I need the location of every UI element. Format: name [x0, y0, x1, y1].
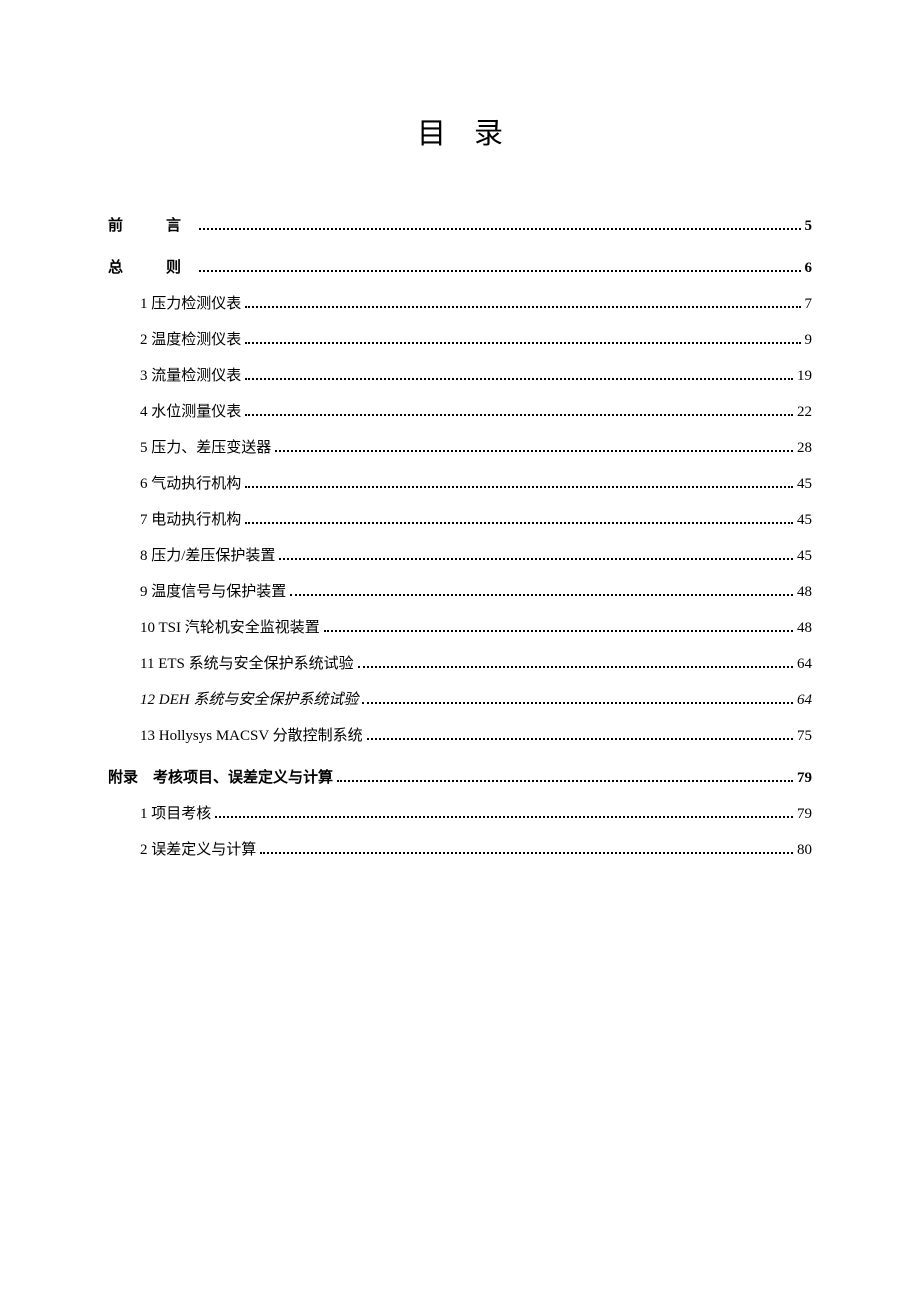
toc-entry-label: 3 流量检测仪表	[140, 364, 241, 388]
toc-entry-label: 12 DEH 系统与安全保护系统试验	[140, 688, 358, 712]
toc-entry: 前 言 5	[108, 214, 812, 238]
toc-entry-label: 1 压力检测仪表	[140, 292, 241, 316]
toc-entry: 1 项目考核 79	[108, 802, 812, 826]
toc-leader-dots	[245, 414, 793, 416]
toc-entry-page: 19	[797, 364, 812, 388]
toc-entry-label: 7 电动执行机构	[140, 508, 241, 532]
toc-entry-page: 45	[797, 508, 812, 532]
toc-entry-label: 9 温度信号与保护装置	[140, 580, 286, 604]
toc-entry-label: 10 TSI 汽轮机安全监视装置	[140, 616, 320, 640]
toc-entry: 10 TSI 汽轮机安全监视装置 48	[108, 616, 812, 640]
toc-entry: 8 压力/差压保护装置 45	[108, 544, 812, 568]
toc-entry-label: 附录 考核项目、误差定义与计算	[108, 766, 333, 790]
toc-entry-label: 4 水位测量仪表	[140, 400, 241, 424]
toc-entry: 11 ETS 系统与安全保护系统试验 64	[108, 652, 812, 676]
toc-entry-label: 2 温度检测仪表	[140, 328, 241, 352]
toc-entry: 5 压力、差压变送器 28	[108, 436, 812, 460]
toc-leader-dots	[279, 558, 793, 560]
toc-entry: 7 电动执行机构 45	[108, 508, 812, 532]
toc-leader-dots	[362, 702, 793, 704]
table-of-contents: 前 言 5 总 则 6 1 压力检测仪表 7 2 温度检测仪表 9 3 流量检测仪表 19 4 水位…	[108, 214, 812, 862]
toc-entry-label: 5 压力、差压变送器	[140, 436, 271, 460]
toc-entry-page: 75	[797, 724, 812, 748]
toc-leader-dots	[199, 228, 800, 230]
toc-entry: 9 温度信号与保护装置 48	[108, 580, 812, 604]
toc-leader-dots	[367, 738, 793, 740]
toc-entry: 1 压力检测仪表 7	[108, 292, 812, 316]
page-title: 目录	[108, 110, 812, 152]
toc-leader-dots	[199, 270, 800, 272]
toc-entry: 附录 考核项目、误差定义与计算 79	[108, 766, 812, 790]
toc-leader-dots	[245, 486, 793, 488]
toc-entry-page: 80	[797, 838, 812, 862]
toc-leader-dots	[275, 450, 793, 452]
toc-entry: 12 DEH 系统与安全保护系统试验 64	[108, 688, 812, 712]
toc-entry-page: 22	[797, 400, 812, 424]
toc-entry-page: 9	[805, 328, 813, 352]
toc-leader-dots	[358, 666, 793, 668]
toc-entry: 2 温度检测仪表 9	[108, 328, 812, 352]
toc-entry-page: 28	[797, 436, 812, 460]
toc-entry: 6 气动执行机构 45	[108, 472, 812, 496]
toc-entry-label: 13 Hollysys MACSV 分散控制系统	[140, 724, 363, 748]
toc-entry-page: 64	[797, 688, 812, 712]
toc-entry-label: 6 气动执行机构	[140, 472, 241, 496]
toc-entry-page: 6	[805, 256, 813, 280]
toc-entry-page: 5	[805, 214, 813, 238]
toc-entry-page: 79	[797, 766, 812, 790]
toc-leader-dots	[245, 522, 793, 524]
toc-entry-label: 2 误差定义与计算	[140, 838, 256, 862]
toc-entry-page: 79	[797, 802, 812, 826]
toc-entry-page: 48	[797, 616, 812, 640]
toc-entry: 2 误差定义与计算 80	[108, 838, 812, 862]
toc-leader-dots	[337, 780, 793, 782]
toc-entry-page: 48	[797, 580, 812, 604]
toc-leader-dots	[324, 630, 793, 632]
toc-entry: 总 则 6	[108, 256, 812, 280]
toc-entry: 13 Hollysys MACSV 分散控制系统 75	[108, 724, 812, 748]
toc-entry-page: 45	[797, 544, 812, 568]
toc-entry-label: 8 压力/差压保护装置	[140, 544, 275, 568]
toc-leader-dots	[290, 594, 793, 596]
toc-entry-page: 64	[797, 652, 812, 676]
toc-entry-label: 前 言	[108, 214, 195, 238]
toc-entry-label: 11 ETS 系统与安全保护系统试验	[140, 652, 354, 676]
toc-leader-dots	[245, 378, 793, 380]
toc-leader-dots	[245, 306, 800, 308]
toc-entry: 4 水位测量仪表 22	[108, 400, 812, 424]
toc-entry-page: 7	[805, 292, 813, 316]
toc-entry-label: 总 则	[108, 256, 195, 280]
toc-entry-page: 45	[797, 472, 812, 496]
toc-leader-dots	[260, 852, 793, 854]
toc-leader-dots	[215, 816, 793, 818]
toc-entry-label: 1 项目考核	[140, 802, 211, 826]
toc-entry: 3 流量检测仪表 19	[108, 364, 812, 388]
toc-leader-dots	[245, 342, 800, 344]
